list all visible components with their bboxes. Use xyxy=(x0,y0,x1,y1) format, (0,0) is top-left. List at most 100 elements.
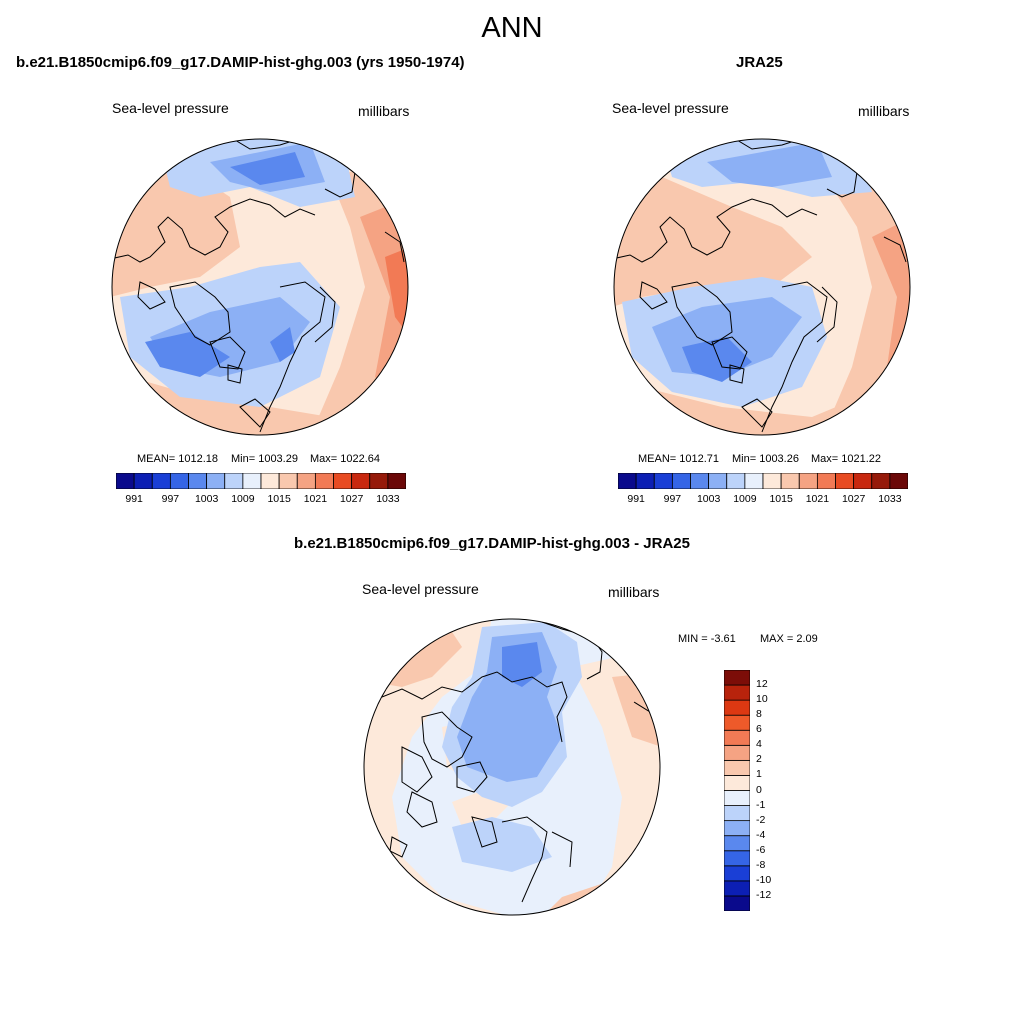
diff-colorbar-tick-label: -4 xyxy=(756,828,766,841)
diff-colorbar-tick-label: 6 xyxy=(756,723,762,736)
obs-colorbar-tick-label: 997 xyxy=(663,493,682,505)
diff-colorbar-tick-label: -2 xyxy=(756,813,766,826)
obs-colorbar-tick-label: 1015 xyxy=(769,493,793,505)
model-colorbar-box xyxy=(188,473,208,489)
diff-colorbar-box xyxy=(724,684,750,701)
model-colorbar-tick-label: 1027 xyxy=(339,493,364,505)
diff-colorbar-box xyxy=(724,880,750,897)
diff-variable-label: Sea-level pressure xyxy=(362,581,479,597)
obs-units-label: millibars xyxy=(858,103,910,119)
diff-colorbar-box xyxy=(724,670,750,686)
model-stat-min: Min= 1003.29 xyxy=(231,453,298,465)
diff-panel-title: b.e21.B1850cmip6.f09_g17.DAMIP-hist-ghg.… xyxy=(294,535,690,552)
model-colorbar-tick-label: 1021 xyxy=(303,493,328,505)
diff-colorbar-tick-label: 10 xyxy=(756,693,768,706)
diff-colorbar-box xyxy=(724,850,750,867)
model-variable-label: Sea-level pressure xyxy=(112,100,229,116)
diff-colorbar-tick-label: 2 xyxy=(756,753,762,766)
diff-colorbar-tick-label: -8 xyxy=(756,858,766,871)
model-colorbar-box xyxy=(169,473,189,489)
diff-colorbar-box xyxy=(724,699,750,716)
obs-colorbar-box xyxy=(853,473,873,489)
model-polar-map xyxy=(111,138,409,436)
obs-colorbar-box xyxy=(671,473,691,489)
diff-colorbar-tick-label: -6 xyxy=(756,843,766,856)
model-colorbar-box xyxy=(151,473,171,489)
model-colorbar-box xyxy=(333,473,353,489)
obs-colorbar-box xyxy=(708,473,728,489)
model-units-label: millibars xyxy=(358,103,410,119)
obs-colorbar-tick-label: 1003 xyxy=(696,493,721,505)
obs-colorbar-box xyxy=(635,473,655,489)
diff-colorbar-tick-label: 4 xyxy=(756,738,762,751)
obs-colorbar-box xyxy=(653,473,673,489)
model-colorbar-box xyxy=(133,473,153,489)
model-colorbar-tick-label: 1015 xyxy=(267,493,291,505)
diff-colorbar-tick-label: -12 xyxy=(756,888,772,901)
obs-stat-mean: MEAN= 1012.71 xyxy=(638,453,720,465)
diff-colorbar-box xyxy=(724,895,750,911)
obs-colorbar-box xyxy=(744,473,764,489)
diff-stat-max: MAX = 2.09 xyxy=(760,633,818,645)
obs-stat-max: Max= 1021.22 xyxy=(811,453,882,465)
diff-colorbar-tick-label: -10 xyxy=(756,873,772,886)
diff-colorbar-box xyxy=(724,835,750,852)
obs-colorbar-box xyxy=(690,473,710,489)
diff-colorbar-box xyxy=(724,790,750,806)
diff-colorbar-box xyxy=(724,744,750,761)
obs-colorbar-tick-label: 1033 xyxy=(878,493,902,505)
obs-panel-title: JRA25 xyxy=(736,54,783,71)
model-colorbar-box xyxy=(242,473,262,489)
obs-colorbar-box xyxy=(889,473,908,489)
model-colorbar-tick-label: 1033 xyxy=(376,493,400,505)
diff-colorbar-tick-label: -1 xyxy=(756,798,766,811)
obs-colorbar-tick-label: 1021 xyxy=(805,493,830,505)
model-colorbar-box xyxy=(260,473,280,489)
model-colorbar-tick-label: 997 xyxy=(161,493,180,505)
figure-title: ANN xyxy=(481,12,543,44)
model-colorbar-box xyxy=(224,473,244,489)
obs-colorbar-box xyxy=(618,473,637,489)
diff-colorbar-box xyxy=(724,805,750,822)
diff-colorbar-box xyxy=(724,820,750,837)
model-colorbar-tick-label: 1003 xyxy=(194,493,219,505)
obs-colorbar-box xyxy=(762,473,782,489)
diff-colorbar-tick-label: 1 xyxy=(756,768,762,781)
model-colorbar-box xyxy=(387,473,406,489)
obs-colorbar-box xyxy=(816,473,836,489)
diff-colorbar-box xyxy=(724,729,750,746)
obs-colorbar-box xyxy=(871,473,891,489)
obs-colorbar xyxy=(618,473,908,489)
model-stat-mean: MEAN= 1012.18 xyxy=(137,453,219,465)
model-colorbar-tick-label: 991 xyxy=(125,493,143,505)
diff-colorbar-tick-label: 0 xyxy=(756,783,762,796)
diff-colorbar-box xyxy=(724,714,750,731)
obs-colorbar-tick-label: 1009 xyxy=(733,493,757,505)
obs-colorbar-box xyxy=(835,473,855,489)
obs-colorbar-tick-label: 991 xyxy=(627,493,645,505)
diff-colorbar-box xyxy=(724,865,750,882)
obs-stat-min: Min= 1003.26 xyxy=(732,453,799,465)
model-stat-max: Max= 1022.64 xyxy=(310,453,381,465)
model-colorbar-box xyxy=(369,473,389,489)
diff-colorbar-tick-label: 12 xyxy=(756,678,768,691)
diff-colorbar-tick-label: 8 xyxy=(756,708,762,721)
diff-colorbar xyxy=(724,670,750,911)
model-colorbar-box xyxy=(278,473,298,489)
model-colorbar-box xyxy=(351,473,371,489)
model-colorbar-tick-label: 1009 xyxy=(231,493,255,505)
diff-units-label: millibars xyxy=(608,584,660,600)
obs-colorbar-box xyxy=(798,473,818,489)
model-colorbar-box xyxy=(206,473,226,489)
model-colorbar-box xyxy=(314,473,334,489)
model-colorbar-box xyxy=(296,473,316,489)
diff-colorbar-box xyxy=(724,759,750,776)
diff-stat-min: MIN = -3.61 xyxy=(678,633,736,645)
obs-colorbar-tick-label: 1027 xyxy=(841,493,866,505)
obs-colorbar-box xyxy=(726,473,746,489)
obs-polar-map xyxy=(613,138,911,436)
diff-polar-map xyxy=(363,618,661,916)
obs-variable-label: Sea-level pressure xyxy=(612,100,729,116)
model-colorbar xyxy=(116,473,406,489)
model-panel-title: b.e21.B1850cmip6.f09_g17.DAMIP-hist-ghg.… xyxy=(16,54,465,71)
